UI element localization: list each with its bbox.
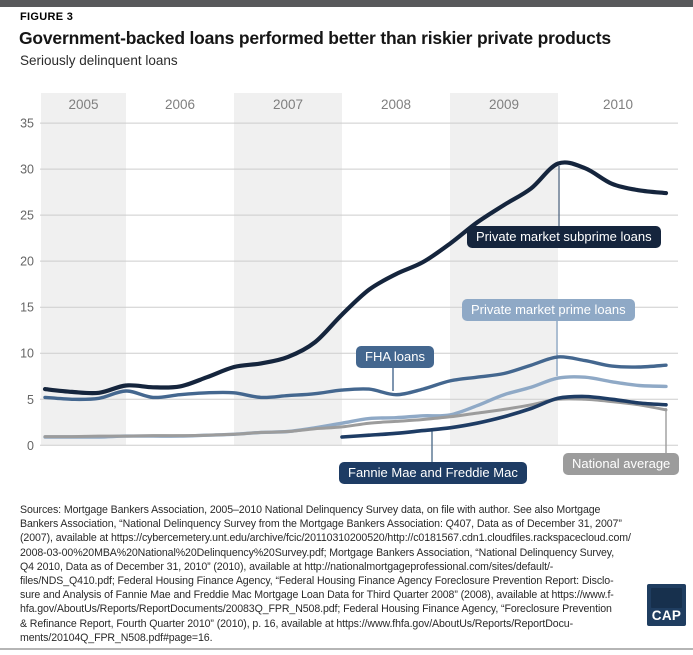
series-line-fha: [43, 355, 668, 402]
year-label: 2007: [273, 97, 303, 112]
year-band: [41, 93, 126, 446]
cap-logo-text: CAP: [651, 608, 682, 623]
cap-logo-emblem: [651, 588, 682, 608]
series-line-subprime: [42, 160, 669, 396]
y-tick-label: 10: [20, 347, 34, 361]
y-tick-label: 25: [20, 209, 34, 223]
annotation-subprime-label: Private market subprime loans: [467, 226, 661, 248]
annotation-fha-label: FHA loans: [356, 346, 434, 368]
y-tick-label: 20: [20, 255, 34, 269]
y-tick-label: 15: [20, 301, 34, 315]
y-tick-label: 5: [27, 393, 34, 407]
year-band: [234, 93, 342, 446]
y-tick-label: 0: [27, 439, 34, 453]
year-label: 2005: [68, 97, 98, 112]
bottom-divider: [0, 648, 693, 650]
y-tick-label: 30: [20, 163, 34, 177]
sources-note: Sources: Mortgage Bankers Association, 2…: [20, 504, 631, 644]
y-tick-label: 35: [20, 117, 34, 131]
chart-title: Government-backed loans performed better…: [19, 28, 611, 48]
annotation-fannie-label: Fannie Mae and Freddie Mac: [339, 462, 527, 484]
annotation-prime-label: Private market prime loans: [462, 299, 635, 321]
year-label: 2009: [489, 97, 519, 112]
annotation-national-label: National average: [563, 453, 680, 475]
top-accent-bar: [0, 0, 693, 7]
year-label: 2010: [603, 97, 633, 112]
series-line-national: [43, 397, 668, 439]
chart-subtitle: Seriously delinquent loans: [20, 53, 178, 68]
year-label: 2006: [165, 97, 195, 112]
year-band: [450, 93, 558, 446]
figure-number-label: FIGURE 3: [20, 11, 74, 23]
cap-logo: CAP: [647, 584, 686, 626]
series-line-fannie: [340, 394, 668, 439]
year-label: 2008: [381, 97, 411, 112]
